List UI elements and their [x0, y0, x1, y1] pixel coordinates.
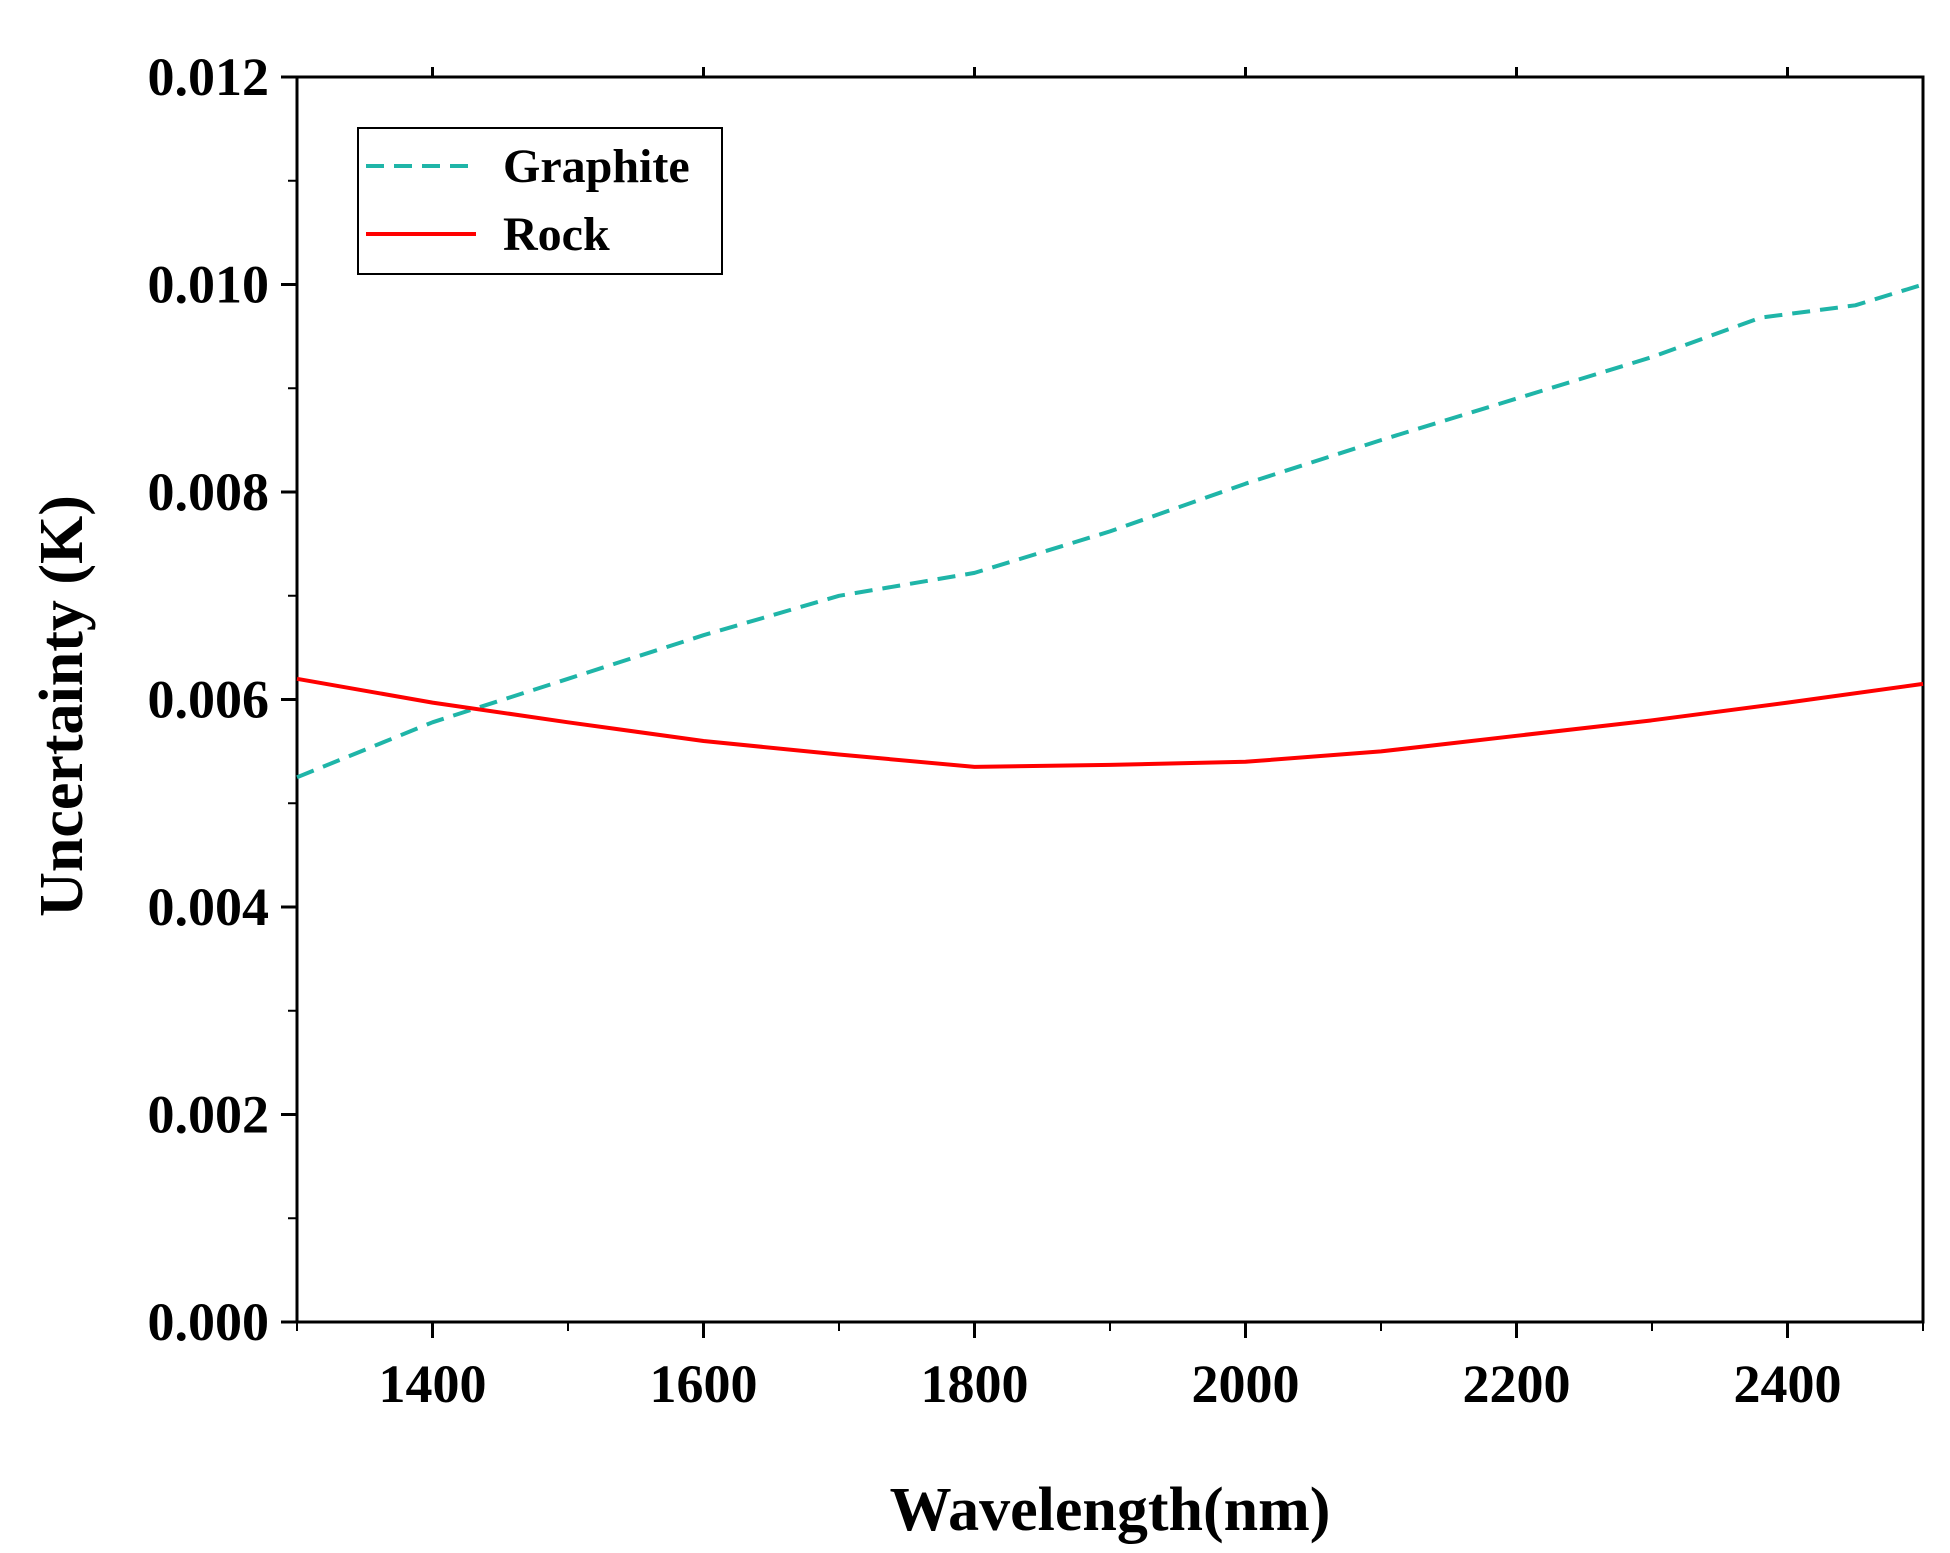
x-tick-label: 1600 [650, 1354, 758, 1414]
y-tick-label: 0.000 [148, 1292, 270, 1352]
y-tick-label: 0.010 [148, 255, 270, 315]
y-tick-label: 0.002 [148, 1085, 270, 1145]
x-tick-label: 2200 [1463, 1354, 1571, 1414]
series-line-graphite [296, 282, 1924, 780]
x-tick-label: 2000 [1192, 1354, 1300, 1414]
x-tick-label: 2400 [1734, 1354, 1842, 1414]
x-tick-label: 1400 [379, 1354, 487, 1414]
plot-area [296, 282, 1924, 780]
legend: Graphite Rock [357, 127, 723, 275]
y-tick-label: 0.012 [148, 47, 270, 107]
tick-labels: 1400 1600 1800 2000 2200 2400 0.000 0.002 0.004 0… [148, 47, 1842, 1414]
series-line-rock [296, 676, 1924, 769]
y-tick-label: 0.008 [148, 462, 270, 522]
x-tick-label: 1800 [921, 1354, 1029, 1414]
legend-label-graphite: Graphite [503, 140, 690, 193]
axes [281, 67, 1925, 1338]
y-tick-label: 0.004 [148, 877, 270, 937]
y-tick-label: 0.006 [148, 670, 270, 730]
legend-box [357, 127, 723, 275]
x-axis-title: Wavelength(nm) [890, 1476, 1331, 1544]
legend-label-rock: Rock [503, 208, 610, 261]
y-axis-title: Uncertainty (K) [28, 495, 96, 917]
